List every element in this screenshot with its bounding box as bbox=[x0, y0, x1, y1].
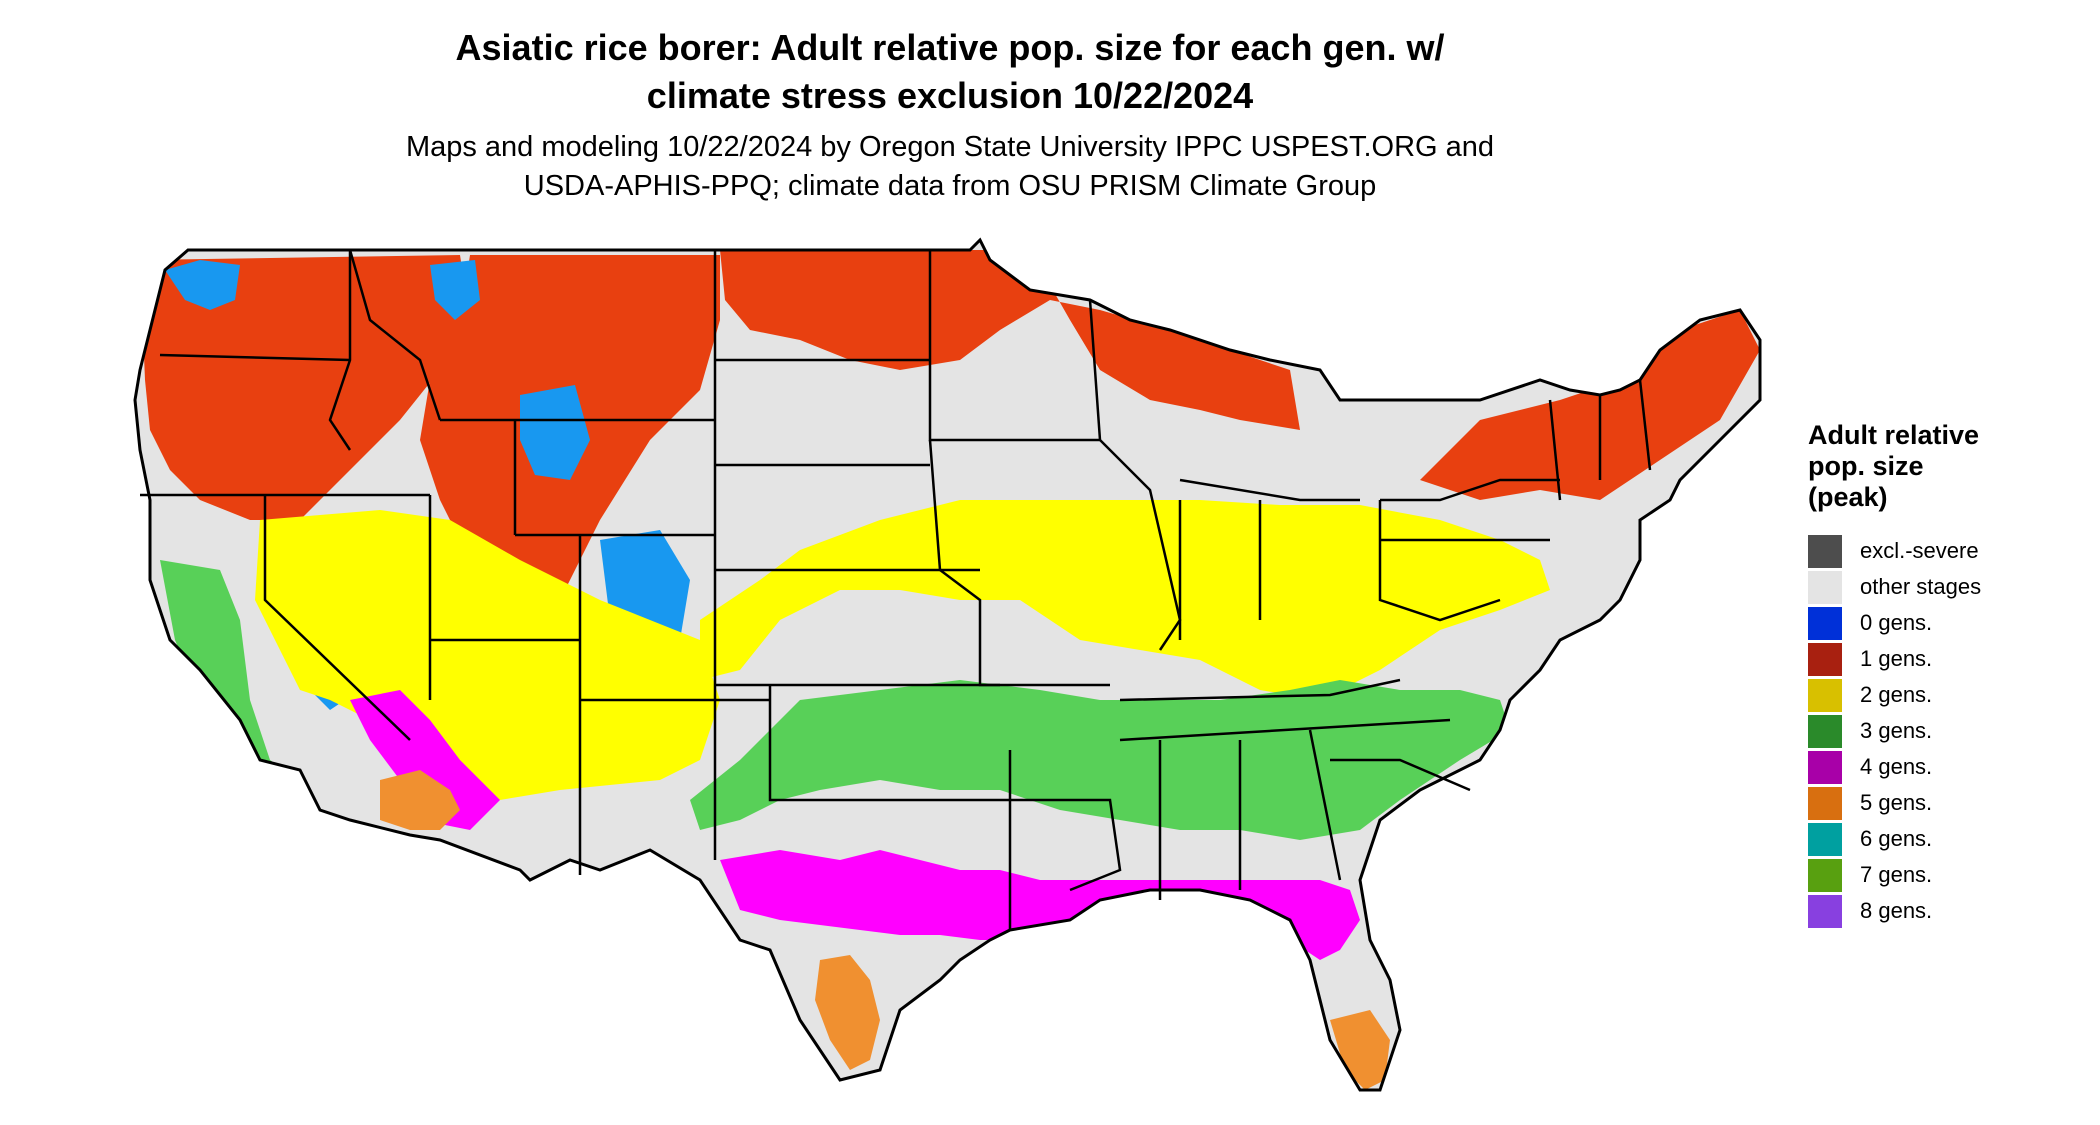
legend-swatch bbox=[1808, 750, 1842, 784]
legend-swatch bbox=[1808, 786, 1842, 820]
zone-gen1-north-central bbox=[720, 250, 1300, 430]
zone-gen0-north-rockies bbox=[430, 260, 480, 320]
generation-zones bbox=[140, 250, 1760, 1090]
legend-item: 7 gens. bbox=[1808, 857, 2068, 893]
zone-gen2-great-basin bbox=[255, 510, 720, 800]
legend-label: 2 gens. bbox=[1860, 682, 1933, 707]
legend-item: 2 gens. bbox=[1808, 677, 2068, 713]
legend-label: 8 gens. bbox=[1860, 898, 1933, 923]
legend-swatch bbox=[1808, 894, 1842, 928]
legend-title: Adult relative pop. size (peak) bbox=[1808, 420, 2068, 513]
zone-gen0-wyoming bbox=[520, 385, 590, 480]
legend-title-line-3: (peak) bbox=[1808, 482, 1888, 512]
zone-gen1-northeast bbox=[1420, 310, 1760, 500]
legend-item: other stages bbox=[1808, 569, 2068, 605]
legend-title-line-2: pop. size bbox=[1808, 451, 1924, 481]
zone-gen4-gulf-coast bbox=[720, 850, 1360, 960]
legend-swatch bbox=[1808, 822, 1842, 856]
legend-swatch bbox=[1808, 678, 1842, 712]
us-map bbox=[133, 237, 1762, 1092]
map-subtitle: Maps and modeling 10/22/2024 by Oregon S… bbox=[0, 128, 1900, 206]
map-title-line-1: Asiatic rice borer: Adult relative pop. … bbox=[455, 27, 1445, 68]
legend-swatch bbox=[1808, 570, 1842, 604]
legend-item: 3 gens. bbox=[1808, 713, 2068, 749]
legend-title-line-1: Adult relative bbox=[1808, 420, 1980, 450]
state-borders bbox=[133, 237, 1762, 1092]
legend-swatch bbox=[1808, 714, 1842, 748]
legend-label: 4 gens. bbox=[1860, 754, 1933, 779]
zone-gen5-arizona bbox=[380, 770, 460, 830]
legend-swatch bbox=[1808, 642, 1842, 676]
legend-item: 6 gens. bbox=[1808, 821, 2068, 857]
legend-item: 0 gens. bbox=[1808, 605, 2068, 641]
zone-gen0-cascades bbox=[165, 260, 240, 310]
legend-label: 5 gens. bbox=[1860, 790, 1933, 815]
legend-swatch bbox=[1808, 606, 1842, 640]
zone-gen4-desert-southwest bbox=[350, 690, 500, 830]
zone-gen3-california bbox=[160, 560, 310, 810]
map-legend: Adult relative pop. size (peak) excl.-se… bbox=[1808, 420, 2068, 929]
zone-gen1-northwest bbox=[140, 255, 470, 520]
legend-label: excl.-severe bbox=[1860, 538, 1979, 563]
zone-gen5-south-texas bbox=[815, 955, 880, 1070]
map-title: Asiatic rice borer: Adult relative pop. … bbox=[0, 24, 1900, 120]
legend-label: other stages bbox=[1860, 574, 1982, 599]
legend-swatch bbox=[1808, 858, 1842, 892]
legend-label: 3 gens. bbox=[1860, 718, 1933, 743]
legend-item: 5 gens. bbox=[1808, 785, 2068, 821]
map-subtitle-line-1: Maps and modeling 10/22/2024 by Oregon S… bbox=[405, 131, 1495, 163]
legend-item: 1 gens. bbox=[1808, 641, 2068, 677]
zone-gen2-midwest-band bbox=[700, 500, 1550, 700]
zone-gen3-southern-band bbox=[690, 680, 1510, 840]
legend-label: 0 gens. bbox=[1860, 610, 1933, 635]
map-title-line-2: climate stress exclusion 10/22/2024 bbox=[646, 75, 1254, 116]
legend-label: 6 gens. bbox=[1860, 826, 1933, 851]
legend-label: 7 gens. bbox=[1860, 862, 1933, 887]
legend-item: 4 gens. bbox=[1808, 749, 2068, 785]
map-subtitle-line-2: USDA-APHIS-PPQ; climate data from OSU PR… bbox=[523, 170, 1377, 202]
legend-item: 8 gens. bbox=[1808, 893, 2068, 929]
legend-swatch bbox=[1808, 534, 1842, 568]
legend-item: excl.-severe bbox=[1808, 533, 2068, 569]
legend-label: 1 gens. bbox=[1860, 646, 1933, 671]
legend-items: excl.-severe other stages 0 gens. 1 gens. 2 … bbox=[1808, 533, 2068, 929]
